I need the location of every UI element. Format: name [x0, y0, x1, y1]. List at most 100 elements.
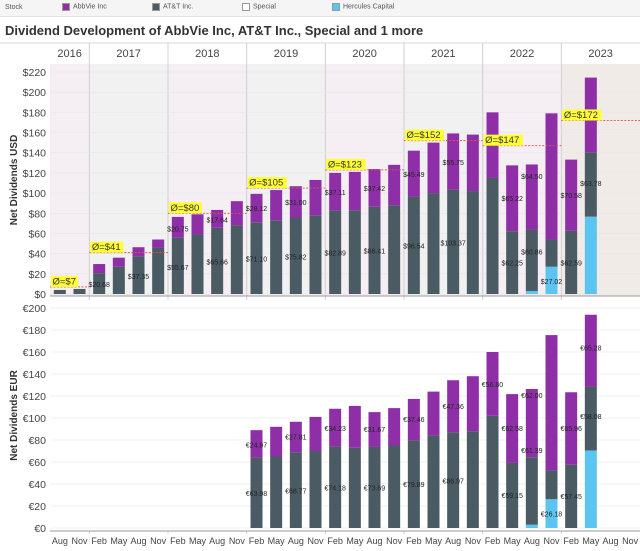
usd-data-label: $37.11 — [325, 190, 346, 197]
eur-bar-abbvie — [447, 380, 460, 433]
usd-bar-abbvie — [447, 133, 460, 190]
x-tick-label: Aug — [209, 536, 225, 546]
x-tick-label: May — [582, 536, 600, 546]
usd-bar-att — [506, 231, 519, 294]
eur-bar-abbvie — [309, 416, 322, 451]
usd-data-label: $45.49 — [403, 172, 425, 179]
avg-label-2016: Ø=$7 — [53, 276, 77, 287]
eur-data-label: €37.46 — [403, 417, 425, 424]
usd-bar-abbvie — [545, 113, 558, 240]
year-label-2019: 2019 — [274, 48, 298, 60]
usd-bar-att — [525, 229, 538, 291]
eur-data-label: €74.18 — [324, 485, 346, 492]
eur-axis-label: Net Dividends EUR — [9, 369, 20, 460]
eur-tick-label: €120 — [23, 391, 47, 403]
usd-data-label: $55.75 — [442, 160, 464, 167]
usd-bar-abbvie — [270, 190, 283, 221]
eur-bar-att — [289, 452, 302, 528]
usd-bar-att — [427, 193, 440, 294]
eur-bar-att — [427, 435, 440, 528]
x-tick-label: May — [425, 536, 443, 546]
eur-data-label: €63.98 — [246, 491, 268, 498]
usd-tick-label: $40 — [28, 249, 46, 261]
avg-label-2018: Ø=$80 — [171, 203, 200, 214]
eur-tick-label: €100 — [23, 413, 47, 425]
legend-item-abbvie[interactable]: AbbVie Inc — [62, 3, 107, 11]
eur-data-label: €57.45 — [560, 494, 582, 501]
year-label-2022: 2022 — [510, 48, 534, 60]
eur-data-label: €86.97 — [442, 479, 464, 486]
usd-bar-att — [388, 205, 401, 294]
usd-data-label: $20.68 — [88, 282, 110, 289]
usd-bar-att — [93, 273, 106, 294]
usd-bar-abbvie — [309, 179, 322, 216]
eur-bar-abbvie — [584, 314, 597, 387]
usd-data-label: $75.82 — [285, 255, 307, 262]
eur-bar-hercules — [584, 450, 597, 528]
x-tick-label: Feb — [485, 536, 501, 546]
usd-tick-label: $80 — [28, 208, 46, 220]
usd-bar-att — [152, 247, 165, 294]
usd-bar-att — [211, 227, 224, 294]
eur-data-label: €27.81 — [285, 435, 307, 442]
eur-bar-abbvie — [270, 426, 283, 457]
eur-data-label: €79.89 — [403, 482, 425, 489]
eur-tick-label: €40 — [28, 479, 46, 491]
usd-bar-att — [309, 215, 322, 294]
avg-badge-2017 — [90, 241, 124, 253]
legend-item-special[interactable]: Special — [242, 3, 276, 11]
avg-badge-2018 — [169, 202, 202, 214]
usd-bar-hercules — [584, 216, 597, 294]
year-label-2016: 2016 — [57, 48, 81, 60]
usd-bar-abbvie — [407, 150, 420, 197]
eur-bar-att — [368, 446, 381, 528]
legend-item-att[interactable]: AT&T Inc. — [152, 3, 193, 11]
usd-bar-att — [132, 256, 145, 294]
eur-bar-att — [545, 470, 558, 500]
eur-data-label: €73.69 — [364, 485, 386, 492]
usd-data-label: $82.89 — [324, 251, 346, 258]
usd-bar-att — [545, 239, 558, 267]
usd-bar-abbvie — [250, 193, 263, 223]
avg-badge-2022 — [483, 134, 523, 146]
year-label-2020: 2020 — [352, 48, 376, 60]
panel-bg-usd-2016 — [50, 64, 90, 296]
eur-bar-att — [348, 447, 361, 528]
avg-badge-2021 — [405, 129, 445, 141]
avg-label-2022: Ø=$147 — [485, 135, 519, 146]
eur-bar-att — [447, 432, 460, 528]
eur-data-label: €34.23 — [324, 426, 346, 433]
eur-data-label: €24.97 — [246, 442, 268, 449]
eur-bar-att — [407, 440, 420, 528]
usd-data-label: $37.42 — [364, 186, 386, 193]
eur-data-label: €61.39 — [521, 448, 543, 455]
eur-bar-att — [584, 386, 597, 451]
usd-data-label: $103.37 — [441, 241, 466, 248]
eur-data-label: €65.28 — [580, 346, 602, 353]
x-tick-label: Aug — [130, 536, 146, 546]
usd-bar-abbvie — [132, 247, 145, 257]
x-tick-label: Nov — [465, 536, 482, 546]
usd-bar-abbvie — [191, 214, 204, 235]
eur-data-label: €26.18 — [541, 512, 563, 519]
eur-bar-abbvie — [525, 388, 538, 458]
usd-bar-abbvie — [348, 171, 361, 211]
eur-bar-abbvie — [250, 430, 263, 458]
x-tick-label: May — [268, 536, 286, 546]
eur-data-label: €65.96 — [560, 426, 582, 433]
usd-bar-abbvie — [466, 134, 479, 192]
eur-data-label: €62.00 — [521, 393, 543, 400]
usd-bar-att — [466, 191, 479, 294]
year-label-2023: 2023 — [588, 48, 612, 60]
avg-label-2020: Ø=$123 — [328, 159, 362, 170]
eur-bar-att — [486, 415, 499, 528]
usd-data-label: $62.25 — [501, 261, 523, 268]
eur-bar-abbvie — [545, 335, 558, 471]
usd-data-label: $31.00 — [285, 200, 307, 207]
x-tick-label: Nov — [150, 536, 167, 546]
x-tick-label: Aug — [288, 536, 304, 546]
legend-item-hercules[interactable]: Hercules Capital — [332, 3, 394, 11]
eur-tick-label: €20 — [28, 501, 46, 513]
usd-tick-label: $160 — [23, 128, 47, 140]
